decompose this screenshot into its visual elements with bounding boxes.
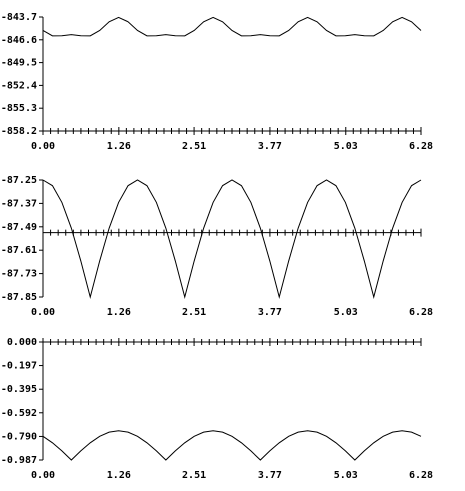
- x-tick-label: 0.00: [31, 470, 55, 481]
- x-tick-label: 5.03: [334, 141, 358, 152]
- data-line: [42, 16, 422, 37]
- y-tick-label: 0.000: [7, 337, 37, 348]
- data-line: [42, 430, 422, 461]
- x-tick-label: 5.03: [334, 307, 358, 318]
- x-tick-label: 3.77: [258, 141, 282, 152]
- y-tick-label: -852.4: [1, 80, 37, 91]
- x-tick-label: 3.77: [258, 470, 282, 481]
- x-tick-label: 2.51: [182, 307, 206, 318]
- x-tick-label: 1.26: [107, 141, 131, 152]
- y-tick-label: -0.790: [1, 431, 37, 442]
- y-tick-label: -855.3: [1, 103, 37, 114]
- y-tick-label: -849.5: [1, 58, 37, 69]
- x-tick-label: 3.77: [258, 307, 282, 318]
- y-tick-label: -87.37: [1, 198, 37, 209]
- y-tick-label: -858.2: [1, 126, 37, 137]
- y-tick-label: -87.73: [1, 269, 37, 280]
- y-tick-label: -87.25: [1, 175, 37, 186]
- x-tick-label: 1.26: [107, 470, 131, 481]
- x-tick-label: 2.51: [182, 470, 206, 481]
- y-tick-label: -846.6: [1, 35, 37, 46]
- x-tick-label: 1.26: [107, 307, 131, 318]
- y-tick-label: -87.85: [1, 292, 37, 303]
- y-tick-label: -843.7: [1, 12, 37, 23]
- x-tick-label: 6.28: [409, 470, 433, 481]
- y-tick-label: -0.592: [1, 408, 37, 419]
- y-tick-label: -0.197: [1, 361, 37, 372]
- x-tick-label: 0.00: [31, 141, 55, 152]
- x-tick-label: 0.00: [31, 307, 55, 318]
- y-tick-label: -0.395: [1, 384, 37, 395]
- x-tick-label: 6.28: [409, 307, 433, 318]
- x-tick-label: 6.28: [409, 141, 433, 152]
- y-tick-label: -87.49: [1, 222, 37, 233]
- x-tick-label: 2.51: [182, 141, 206, 152]
- y-tick-label: -0.987: [1, 455, 37, 466]
- y-tick-label: -87.61: [1, 245, 37, 256]
- data-line: [42, 179, 422, 299]
- x-tick-label: 5.03: [334, 470, 358, 481]
